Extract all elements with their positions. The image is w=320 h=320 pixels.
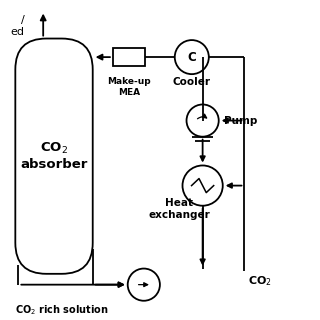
FancyBboxPatch shape — [113, 48, 145, 67]
Text: Heat
exchanger: Heat exchanger — [148, 198, 210, 220]
Text: Make-up
MEA: Make-up MEA — [107, 77, 151, 97]
Text: Pump: Pump — [224, 116, 258, 125]
Text: CO$_2$: CO$_2$ — [247, 275, 271, 288]
Text: C: C — [188, 51, 196, 64]
Text: Cooler: Cooler — [173, 77, 211, 87]
Text: CO$_2$
absorber: CO$_2$ absorber — [20, 141, 88, 171]
Text: /
ed: / ed — [11, 15, 25, 37]
Text: CO$_2$ rich solution: CO$_2$ rich solution — [15, 303, 108, 317]
FancyBboxPatch shape — [15, 38, 93, 274]
